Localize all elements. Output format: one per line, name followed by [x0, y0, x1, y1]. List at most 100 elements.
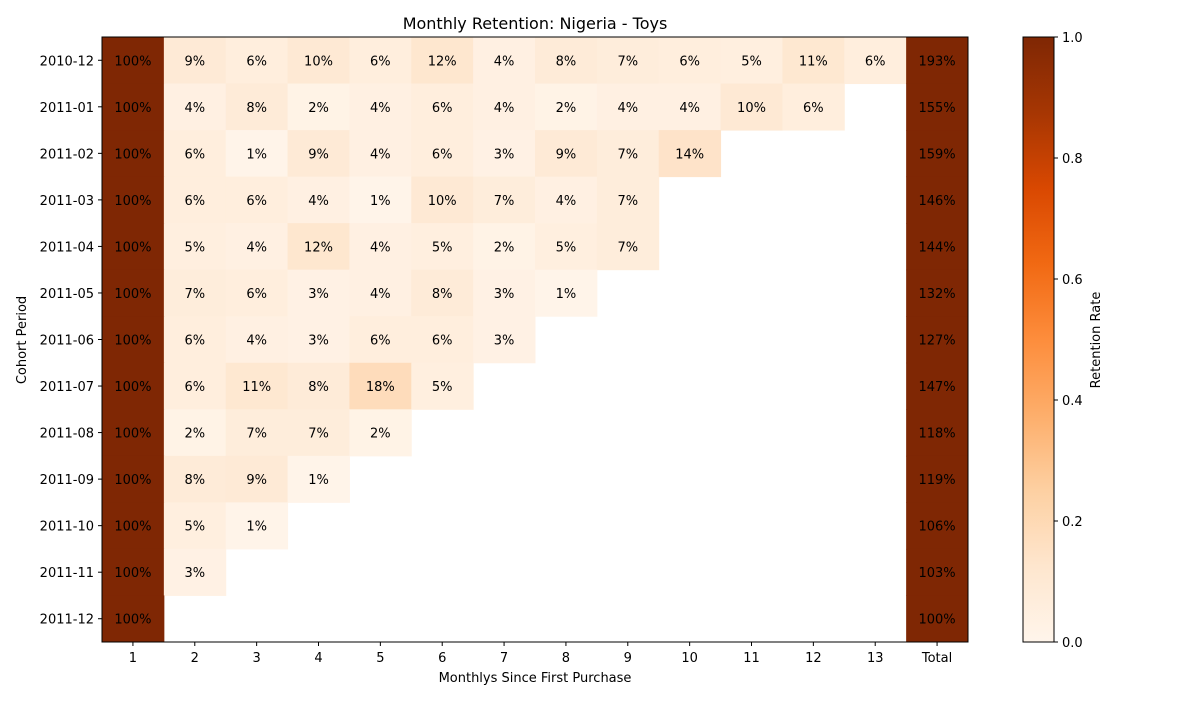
- heatmap-cell: [906, 83, 969, 131]
- x-tick-label: 7: [500, 651, 508, 666]
- x-tick-label: 5: [376, 651, 384, 666]
- cell-value-label: 6%: [184, 380, 205, 395]
- y-tick-label: 2011-08: [40, 427, 94, 442]
- y-tick-label: 2010-12: [40, 54, 94, 69]
- cell-value-label: 4%: [370, 240, 391, 255]
- cell-value-label: 6%: [865, 54, 886, 69]
- cell-value-label: 9%: [246, 473, 267, 488]
- heatmap-cell: [906, 269, 969, 317]
- cell-value-label: 9%: [184, 54, 205, 69]
- heatmap-cell: [906, 548, 969, 596]
- heatmap-cell: [411, 362, 474, 410]
- x-tick-label: 12: [805, 651, 822, 666]
- colorbar-tick-label: 0.0: [1062, 636, 1083, 651]
- cell-value-label: 100%: [114, 101, 151, 116]
- x-tick-label: 3: [253, 651, 261, 666]
- cell-value-label: 4%: [370, 287, 391, 302]
- heatmap-cell: [287, 37, 350, 85]
- heatmap-cell: [596, 83, 660, 131]
- cell-value-label: 3%: [494, 287, 515, 302]
- y-tick-label: 2011-10: [40, 520, 94, 535]
- y-tick-label: 2011-12: [40, 613, 94, 628]
- cell-value-label: 3%: [308, 334, 329, 349]
- cell-value-label: 4%: [679, 101, 700, 116]
- heatmap-cell: [349, 37, 412, 85]
- cell-value-label: 4%: [494, 54, 515, 69]
- colorbar-tick-label: 0.2: [1062, 515, 1083, 530]
- heatmap-cell: [102, 409, 165, 457]
- cell-value-label: 5%: [741, 54, 762, 69]
- cell-value-label: 4%: [494, 101, 515, 116]
- cell-value-label: 8%: [308, 380, 329, 395]
- heatmap-cell: [287, 269, 350, 317]
- x-axis-label: Monthlys Since First Purchase: [439, 671, 632, 686]
- heatmap-cell: [411, 37, 474, 85]
- cell-value-label: 9%: [308, 147, 329, 162]
- cell-value-label: 7%: [617, 147, 638, 162]
- cell-value-label: 2%: [556, 101, 577, 116]
- y-tick-label: 2011-06: [40, 334, 94, 349]
- y-axis-ticks: 2010-12 2011-01 2011-02 2011-03 2011-04 2011-…: [40, 54, 102, 628]
- heatmap-cell: [782, 83, 845, 131]
- heatmap-cells: [102, 37, 969, 643]
- heatmap-cell: [349, 130, 412, 178]
- heatmap-cell: [411, 316, 474, 364]
- cell-value-label: 118%: [918, 427, 955, 442]
- cell-value-label: 7%: [308, 427, 329, 442]
- heatmap-cell: [163, 37, 227, 85]
- cell-value-label: 4%: [617, 101, 638, 116]
- colorbar-tick-label: 0.6: [1062, 273, 1083, 288]
- cell-value-label: 8%: [246, 101, 267, 116]
- cell-value-label: 6%: [246, 194, 267, 209]
- cell-value-label: 127%: [918, 334, 955, 349]
- heatmap-cell: [411, 83, 474, 131]
- y-tick-label: 2011-01: [40, 101, 94, 116]
- cell-value-label: 1%: [246, 147, 267, 162]
- cell-value-label: 100%: [114, 194, 151, 209]
- heatmap-cell: [102, 362, 165, 410]
- heatmap-cell: [596, 223, 660, 271]
- cell-value-label: 100%: [114, 54, 151, 69]
- heatmap-cell: [287, 83, 350, 131]
- cell-value-label: 4%: [370, 147, 391, 162]
- cell-value-label: 6%: [370, 334, 391, 349]
- cell-value-label: 100%: [114, 334, 151, 349]
- cell-value-label: 4%: [246, 334, 267, 349]
- heatmap-cell: [163, 130, 227, 178]
- cell-value-label: 12%: [304, 240, 333, 255]
- heatmap-cell: [906, 316, 969, 364]
- cell-value-label: 100%: [114, 287, 151, 302]
- heatmap-cell: [225, 130, 289, 178]
- heatmap-cell: [720, 83, 783, 131]
- cell-value-label: 146%: [918, 194, 955, 209]
- heatmap-cell: [163, 223, 227, 271]
- heatmap-cell: [411, 130, 474, 178]
- heatmap-cell: [102, 223, 165, 271]
- cell-value-label: 5%: [184, 240, 205, 255]
- cell-value-label: 3%: [494, 147, 515, 162]
- heatmap-cell: [225, 269, 289, 317]
- x-tick-label: Total: [921, 651, 952, 666]
- cell-value-label: 147%: [918, 380, 955, 395]
- heatmap-cell: [349, 83, 412, 131]
- y-tick-label: 2011-04: [40, 240, 94, 255]
- heatmap-cell: [102, 316, 165, 364]
- heatmap-cell: [102, 176, 165, 224]
- heatmap-cell: [225, 83, 289, 131]
- heatmap-cell: [596, 130, 660, 178]
- cell-value-label: 1%: [308, 473, 329, 488]
- heatmap-cell: [163, 409, 227, 457]
- heatmap-cell: [473, 223, 536, 271]
- cell-value-label: 2%: [370, 427, 391, 442]
- cell-value-label: 10%: [304, 54, 333, 69]
- heatmap-cell: [906, 595, 969, 643]
- heatmap-cell: [906, 37, 969, 85]
- cell-value-label: 100%: [114, 473, 151, 488]
- heatmap-cell: [225, 223, 289, 271]
- colorbar-tick-label: 0.4: [1062, 394, 1083, 409]
- heatmap-cell: [349, 316, 412, 364]
- heatmap-cell: [473, 37, 536, 85]
- x-axis-ticks: 1 2 3 4 5 6 7 8 9 10 11 12 13 Total: [129, 642, 952, 666]
